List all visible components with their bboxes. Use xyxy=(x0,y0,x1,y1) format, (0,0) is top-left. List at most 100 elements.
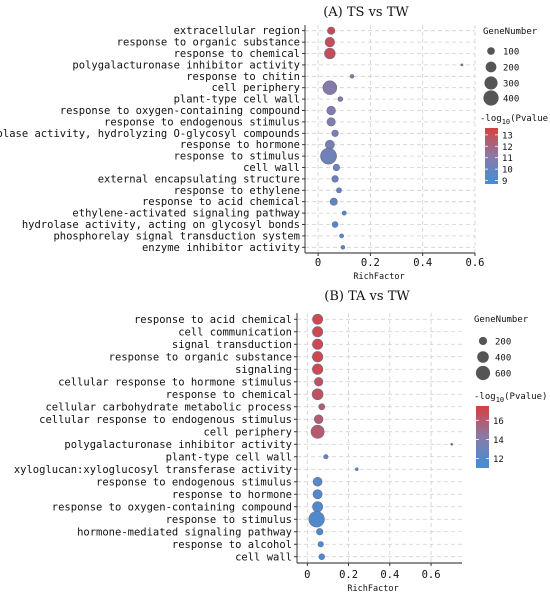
size-legend-label: 200 xyxy=(503,64,519,74)
enrichment-bubble xyxy=(460,63,464,67)
enrichment-bubble xyxy=(312,363,324,375)
color-scale-label: 14 xyxy=(493,436,504,446)
enrichment-bubble xyxy=(324,47,336,60)
go-term-label: cellular carbohydrate metabolic process xyxy=(45,401,292,413)
enrichment-bubble xyxy=(312,501,324,513)
size-legend-circle xyxy=(483,90,499,106)
go-term-label: phosphorelay signal transduction system xyxy=(53,230,300,242)
enrichment-bubble xyxy=(341,210,347,216)
enrichment-bubble xyxy=(317,541,324,548)
go-term-label: ethylene-activated signaling pathway xyxy=(72,208,300,220)
go-term-label: response to hormone xyxy=(180,139,300,151)
x-tick-label: 0 xyxy=(304,569,310,581)
enrichment-bubble xyxy=(318,403,326,411)
enrichment-bubble xyxy=(312,476,323,487)
go-term-label: response to organic substance xyxy=(117,37,300,49)
size-legend-circle xyxy=(484,76,498,90)
x-axis-label: RichFactor xyxy=(347,584,398,594)
enrichment-bubble xyxy=(331,221,339,228)
x-tick-label: 0 xyxy=(315,257,321,269)
color-scale-bar xyxy=(476,406,489,468)
enrichment-bubble xyxy=(322,80,338,95)
enrichment-bubble xyxy=(320,147,337,165)
color-scale-label: 11 xyxy=(502,154,513,164)
enrichment-bubble xyxy=(324,36,335,48)
x-tick-label: 0.6 xyxy=(466,257,485,269)
enrichment-bubble xyxy=(312,338,324,350)
enrichment-bubble xyxy=(308,511,325,528)
go-term-label: response to ethylene xyxy=(174,185,300,197)
go-term-label: response to stimulus xyxy=(174,151,300,163)
go-term-label: xyloglucan:xyloglucosyl transferase acti… xyxy=(14,464,292,476)
color-scale-label: 10 xyxy=(502,166,513,176)
enrichment-bubble xyxy=(332,163,340,172)
enrichment-bubble xyxy=(326,105,336,116)
enrichment-bubble xyxy=(312,489,323,500)
enrichment-bubble xyxy=(318,553,325,560)
size-legend-circle xyxy=(485,61,497,73)
color-scale-bar xyxy=(485,128,498,184)
go-term-label: cell communication xyxy=(178,326,292,338)
go-term-label: cell wall xyxy=(235,551,292,563)
size-legend-circle xyxy=(475,365,491,381)
color-legend-title: -log10(Pvalue) xyxy=(474,392,547,404)
enrichment-bubble xyxy=(325,139,335,150)
go-term-label: polygalacturonase inhibitor activity xyxy=(64,439,292,451)
go-term-label: cell wall xyxy=(243,162,300,174)
go-term-label: response to endogenous stimulus xyxy=(104,116,300,128)
go-term-label: response to stimulus xyxy=(166,514,292,526)
go-term-label: response to chitin xyxy=(186,71,300,83)
go-term-label: extracellular region xyxy=(174,25,300,37)
size-legend-title: GeneNumber xyxy=(483,27,538,37)
enrichment-bubble xyxy=(310,424,325,439)
enrichment-bubble xyxy=(450,442,453,446)
enrichment-bubble xyxy=(331,175,339,183)
enrichment-bubble xyxy=(314,377,324,387)
go-term-label: external encapsulating structure xyxy=(98,173,300,185)
enrichment-bubble xyxy=(326,117,336,127)
go-term-label: response to chemical xyxy=(174,48,300,60)
x-tick-label: 0.2 xyxy=(339,569,358,581)
go-term-label: response to hormone xyxy=(172,489,292,501)
enrichment-bubble xyxy=(327,26,336,35)
chart-title: (B) TA vs TW xyxy=(324,289,410,304)
enrichment-bubble xyxy=(337,96,344,102)
enrichment-bubble xyxy=(339,233,344,239)
size-legend-label: 300 xyxy=(503,80,519,90)
color-scale-label: 16 xyxy=(493,417,504,427)
go-term-label: plant-type cell wall xyxy=(166,451,292,463)
color-scale-label: 9 xyxy=(502,177,507,187)
go-term-label: response to chemical xyxy=(166,389,292,401)
go-term-label: response to oxygen-containing compound xyxy=(52,501,292,513)
go-term-label: cellular response to endogenous stimulus xyxy=(39,414,292,426)
size-legend-title: GeneNumber xyxy=(474,315,529,325)
enrichment-bubble xyxy=(349,74,355,79)
go-term-label: signal transduction xyxy=(172,339,292,351)
go-term-label: signaling xyxy=(235,364,292,376)
color-scale-label: 12 xyxy=(493,455,504,465)
enrichment-bubble xyxy=(312,326,324,338)
size-legend-label: 600 xyxy=(495,370,511,380)
x-tick-label: 0.4 xyxy=(380,569,399,581)
go-term-label: polygalacturonase inhibitor activity xyxy=(72,59,300,71)
enrichment-bubble xyxy=(331,129,339,137)
x-tick-label: 0.4 xyxy=(413,257,432,269)
enrichment-bubble xyxy=(336,187,342,194)
go-term-label: cellular response to hormone stimulus xyxy=(58,376,292,388)
size-legend-label: 100 xyxy=(503,48,519,58)
chart-title: (A) TS vs TW xyxy=(323,5,409,20)
size-legend-circle xyxy=(487,47,495,55)
go-term-label: response to oxygen-containing compound xyxy=(60,105,300,117)
enrichment-bubble xyxy=(323,454,329,460)
x-tick-label: 0.2 xyxy=(361,257,380,269)
enrichment-bubble xyxy=(311,388,324,401)
color-scale-label: 12 xyxy=(502,143,513,153)
enrichment-bubble xyxy=(340,245,346,250)
size-legend-label: 400 xyxy=(495,354,511,364)
go-term-label: cell periphery xyxy=(203,426,292,438)
go-term-label: response to acid chemical xyxy=(142,196,300,208)
